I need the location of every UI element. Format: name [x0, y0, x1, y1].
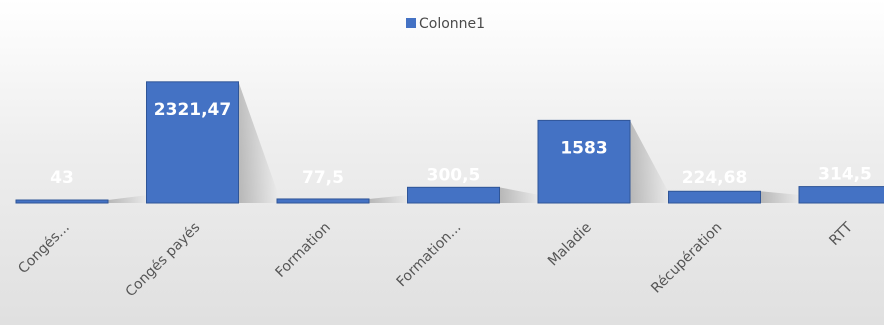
- bar: [15, 199, 109, 204]
- category-label: Congés payés: [123, 220, 204, 301]
- data-label: 1583: [560, 138, 607, 158]
- bar-shadow: [760, 191, 801, 203]
- category-label: Formation...: [394, 220, 465, 291]
- data-label: 77,5: [302, 168, 344, 188]
- bar: [537, 119, 631, 204]
- category-label: Récupération: [648, 220, 725, 297]
- bar-shadow: [630, 120, 670, 203]
- bar: [798, 186, 884, 204]
- legend-label: Colonne1: [419, 16, 485, 32]
- bar: [668, 190, 761, 204]
- category-label: Maladie: [545, 220, 595, 270]
- data-labels: 43 2321,47 77,5 300,5 1583 224,68 314,5: [50, 100, 872, 188]
- legend: Colonne1: [406, 16, 485, 32]
- bar-shadow: [369, 195, 409, 203]
- category-label: RTT: [826, 219, 856, 249]
- data-label: 300,5: [427, 165, 481, 185]
- legend-swatch: [406, 18, 416, 28]
- bars: [15, 81, 884, 204]
- bar: [276, 198, 370, 204]
- bar-shadows: [108, 81, 801, 203]
- category-ticks: Congés... Congés payés Formation Formation.…: [15, 219, 856, 300]
- bar: [407, 186, 500, 204]
- category-label: Formation: [273, 220, 334, 281]
- data-label: 43: [50, 168, 74, 188]
- data-label: 224,68: [682, 168, 748, 188]
- category-label: Congés...: [15, 220, 73, 278]
- data-label: 2321,47: [154, 100, 231, 120]
- bar: [146, 81, 239, 204]
- bar-shadow: [238, 81, 279, 203]
- bar-shadow: [108, 195, 148, 203]
- bar-shadow: [499, 187, 540, 203]
- data-label: 314,5: [818, 165, 872, 185]
